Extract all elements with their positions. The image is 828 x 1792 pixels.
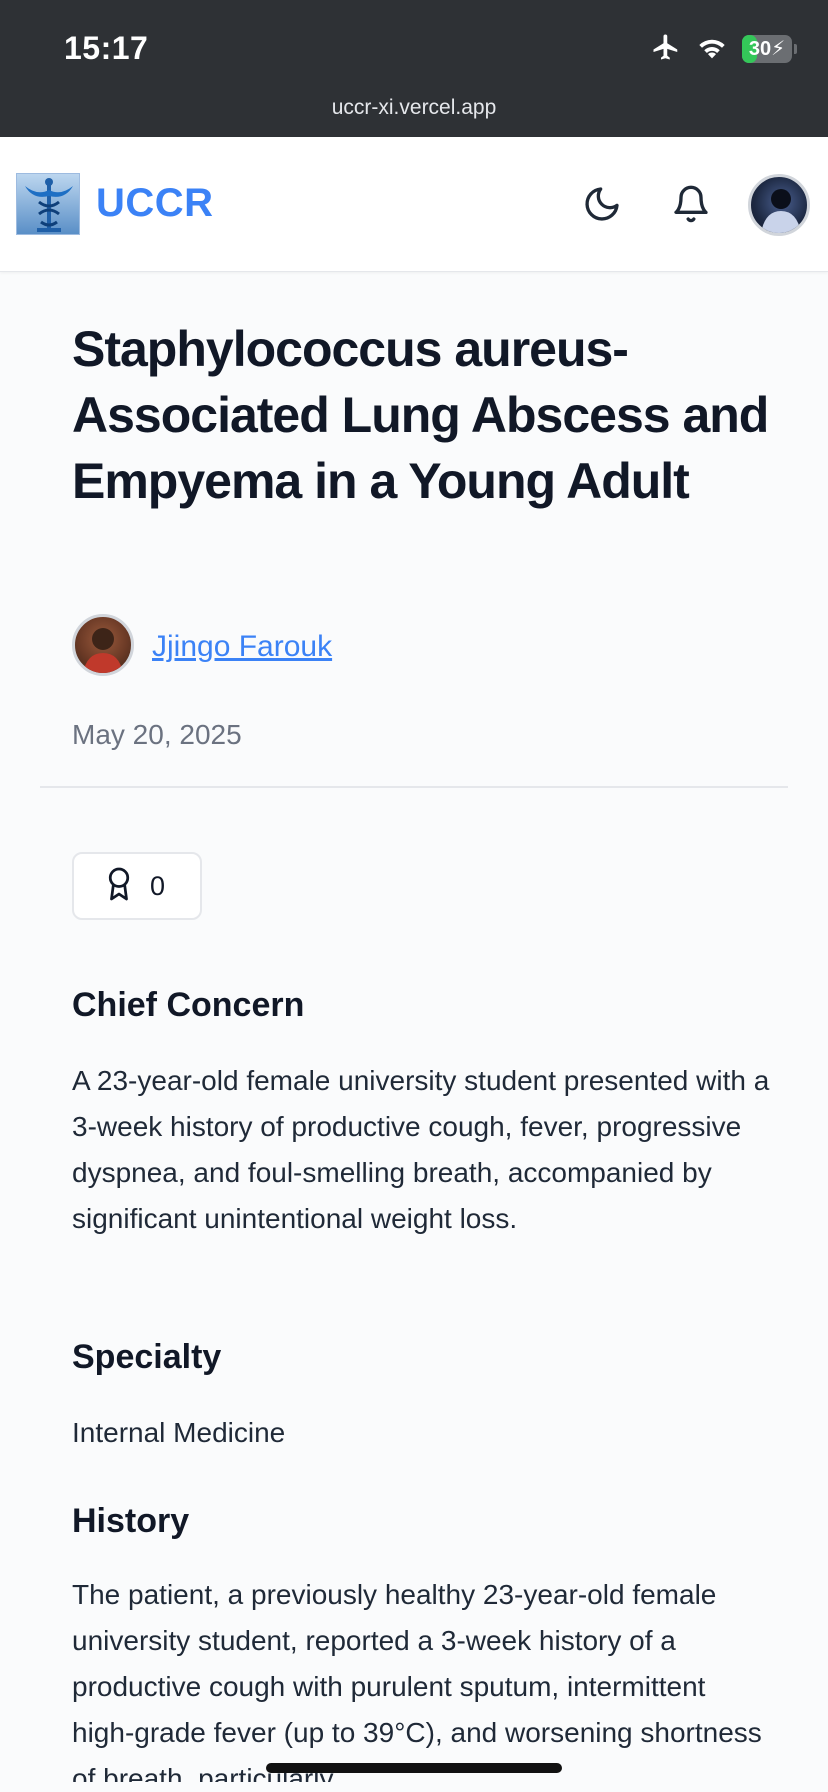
award-count: 0 (150, 870, 166, 901)
section-text-specialty: Internal Medicine (72, 1417, 286, 1448)
page-title: Staphylococcus aureus-Associated Lung Ab… (72, 321, 769, 509)
section-heading-specialty: Specialty (72, 1338, 222, 1376)
moon-icon[interactable] (577, 179, 627, 229)
section-heading-chief-concern: Chief Concern (72, 986, 305, 1024)
brand-name[interactable]: UCCR (96, 181, 214, 225)
author-link[interactable]: Jjingo Farouk (152, 630, 333, 663)
publish-date: May 20, 2025 (72, 719, 242, 750)
award-ribbon-icon (104, 866, 134, 907)
status-time: 15:17 (64, 30, 149, 66)
section-text-chief-concern: A 23-year-old female university student … (72, 1065, 770, 1234)
section-heading-history: History (72, 1502, 190, 1540)
app-header: UCCR (0, 137, 828, 272)
url-bar[interactable]: uccr-xi.vercel.app (331, 96, 497, 119)
author-avatar[interactable] (72, 614, 134, 676)
wifi-icon (696, 33, 728, 66)
status-bar: 15:17 30⚡ uccr-xi.vercel.app (0, 0, 828, 137)
caduceus-icon[interactable] (16, 173, 80, 235)
home-indicator[interactable] (266, 1763, 562, 1773)
user-avatar[interactable] (748, 174, 810, 236)
status-icons: 30⚡ (650, 32, 797, 67)
airplane-icon (650, 32, 682, 67)
battery-indicator: 30⚡ (742, 35, 797, 63)
bell-icon[interactable] (666, 179, 716, 229)
battery-percent: 30⚡ (748, 38, 786, 60)
award-button[interactable]: 0 (72, 852, 202, 920)
battery-fill (742, 35, 757, 63)
divider (40, 786, 788, 788)
section-text-history: The patient, a previously healthy 23-yea… (72, 1579, 762, 1782)
